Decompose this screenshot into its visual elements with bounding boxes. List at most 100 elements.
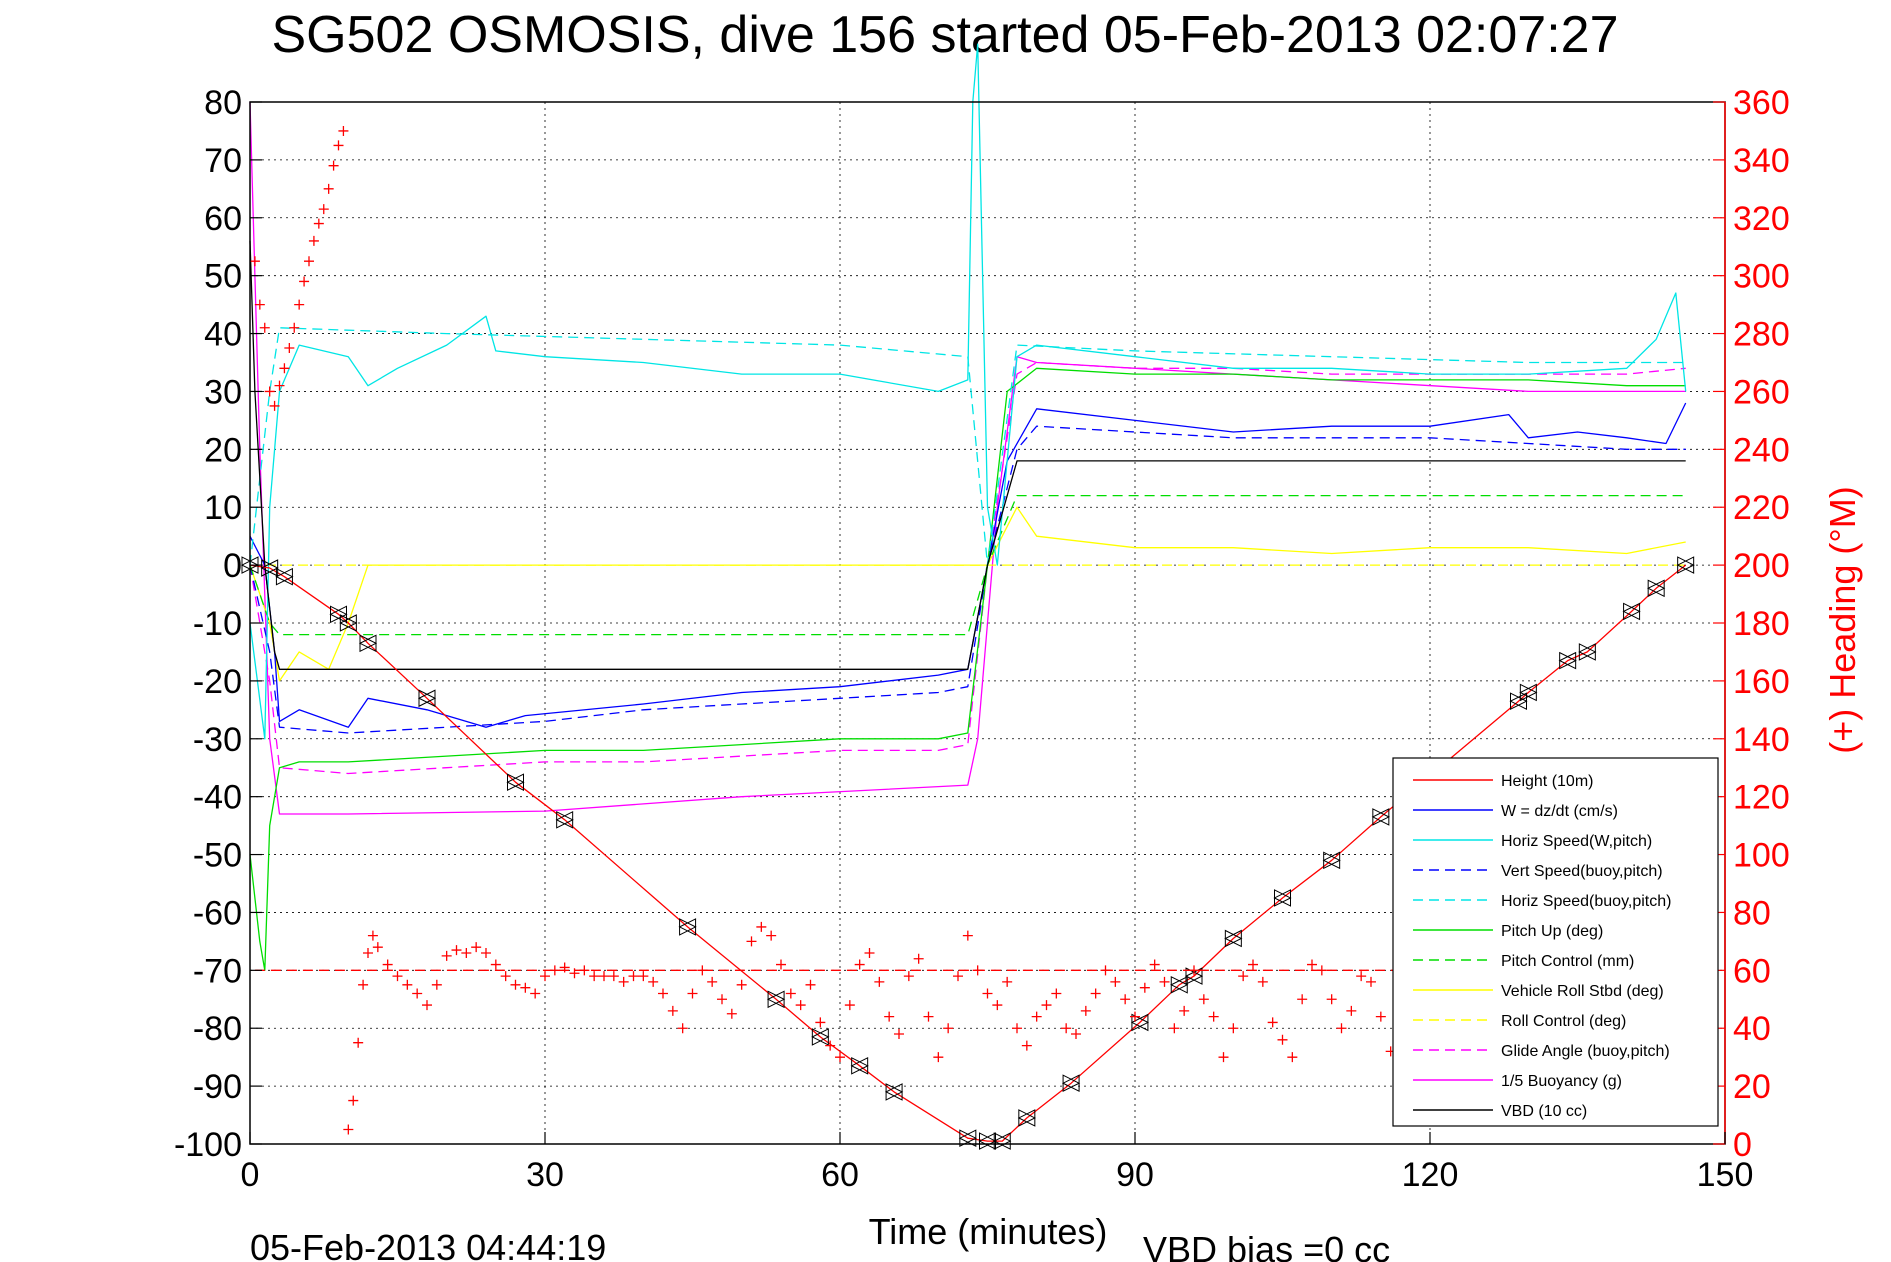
heading-marker <box>1080 1005 1091 1016</box>
heading-marker <box>1149 959 1160 970</box>
left-tick-label: 70 <box>204 142 242 180</box>
legend-label: Pitch Control (mm) <box>1501 953 1634 970</box>
legend-label: Glide Angle (buoy,pitch) <box>1501 1043 1670 1060</box>
height-marker <box>358 634 377 653</box>
heading-marker <box>1238 971 1249 982</box>
heading-marker <box>589 971 600 982</box>
heading-marker <box>579 965 590 976</box>
right-tick-label: 300 <box>1733 258 1790 296</box>
height-marker <box>1558 651 1577 670</box>
heading-marker <box>358 979 369 990</box>
heading-marker <box>913 953 924 964</box>
heading-marker <box>953 971 963 982</box>
heading-marker <box>510 979 521 990</box>
heading-marker <box>854 959 865 970</box>
heading-marker <box>982 988 993 999</box>
heading-marker <box>1297 994 1308 1005</box>
right-tick-label: 200 <box>1733 547 1790 585</box>
right-tick-label: 260 <box>1733 373 1790 411</box>
heading-marker <box>1307 959 1317 970</box>
heading-marker <box>540 971 550 982</box>
legend-label: Horiz Speed(buoy,pitch) <box>1501 893 1671 910</box>
heading-marker <box>299 276 310 287</box>
left-tick-label: -30 <box>193 721 242 759</box>
heading-marker <box>1208 1011 1219 1022</box>
heading-marker <box>795 1000 806 1011</box>
heading-marker <box>992 1000 1003 1011</box>
left-tick-label: -90 <box>193 1068 242 1106</box>
heading-marker <box>328 160 339 171</box>
heading-marker <box>269 400 280 411</box>
left-tick-label: -80 <box>193 1010 242 1048</box>
left-tick-label: 40 <box>204 316 242 354</box>
heading-marker <box>363 947 373 958</box>
heading-marker <box>697 965 708 976</box>
left-axis: 80 70 60 50 40 30 20 10 0 -10 -20 -30 -40 -50 -60 -70 -8… <box>174 84 262 1164</box>
heading-marker <box>1090 988 1101 999</box>
heading-marker <box>825 1040 836 1051</box>
heading-marker <box>1012 1023 1022 1034</box>
heading-marker <box>962 930 973 941</box>
heading-marker <box>1051 988 1062 999</box>
height-marker <box>1017 1109 1036 1127</box>
heading-marker <box>308 235 319 246</box>
heading-marker <box>520 982 531 993</box>
heading-marker <box>766 930 777 941</box>
heading-marker <box>894 1029 904 1040</box>
height-marker <box>506 773 524 792</box>
heading-marker <box>746 936 757 947</box>
heading-marker <box>1021 1040 1032 1051</box>
heading-marker <box>874 976 885 987</box>
heading-marker <box>599 971 609 982</box>
heading-marker <box>279 363 290 374</box>
x-axis: 0 30 60 90 120 150 <box>241 1132 1754 1194</box>
heading-marker <box>1346 1005 1357 1016</box>
heading-marker <box>569 968 580 979</box>
series-line-5 <box>249 367 1686 971</box>
height-marker <box>1519 683 1537 702</box>
left-tick-label: 10 <box>204 489 242 527</box>
series-line-10 <box>249 101 1686 815</box>
left-tick-label: -40 <box>193 779 242 817</box>
heading-marker <box>441 950 452 961</box>
right-tick-label: 60 <box>1733 952 1771 990</box>
heading-marker <box>294 299 305 310</box>
height-marker <box>811 1028 829 1046</box>
heading-marker <box>1375 1011 1386 1022</box>
heading-marker <box>490 959 501 970</box>
footer-vbd-bias: VBD bias =0 cc <box>1143 1229 1390 1262</box>
series-line-7 <box>249 506 1686 682</box>
heading-marker <box>1356 971 1367 982</box>
series-line-4 <box>249 327 1686 566</box>
heading-marker <box>884 1011 895 1022</box>
heading-marker <box>284 343 295 354</box>
x-tick-label: 150 <box>1697 1156 1754 1194</box>
heading-marker <box>1110 976 1121 987</box>
right-tick-label: 180 <box>1733 605 1790 643</box>
right-tick-label: 100 <box>1733 837 1790 875</box>
heading-marker <box>1277 1034 1288 1045</box>
right-tick-label: 140 <box>1733 721 1790 759</box>
legend: Height (10m) W = dz/dt (cm/s) Horiz Speed(… <box>1392 757 1719 1127</box>
height-marker <box>417 689 436 708</box>
heading-marker <box>677 1023 688 1034</box>
height-marker <box>1322 851 1341 870</box>
heading-marker <box>785 988 796 999</box>
heading-marker <box>348 1095 359 1106</box>
heading-marker <box>1287 1052 1298 1063</box>
heading-marker <box>367 930 378 941</box>
heading-marker <box>844 1000 855 1011</box>
series-line-11 <box>249 240 1686 670</box>
heading-marker <box>338 125 349 136</box>
height-marker <box>1622 602 1641 621</box>
heading-marker <box>667 1005 678 1016</box>
heading-marker <box>323 183 334 194</box>
heading-marker <box>687 988 698 999</box>
height-marker <box>1676 556 1695 574</box>
heading-marker <box>461 947 472 958</box>
heading-marker <box>471 942 482 953</box>
heading-marker <box>1228 1023 1239 1034</box>
heading-marker <box>923 1011 934 1022</box>
heading-marker <box>289 322 300 333</box>
height-marker <box>1224 929 1242 948</box>
